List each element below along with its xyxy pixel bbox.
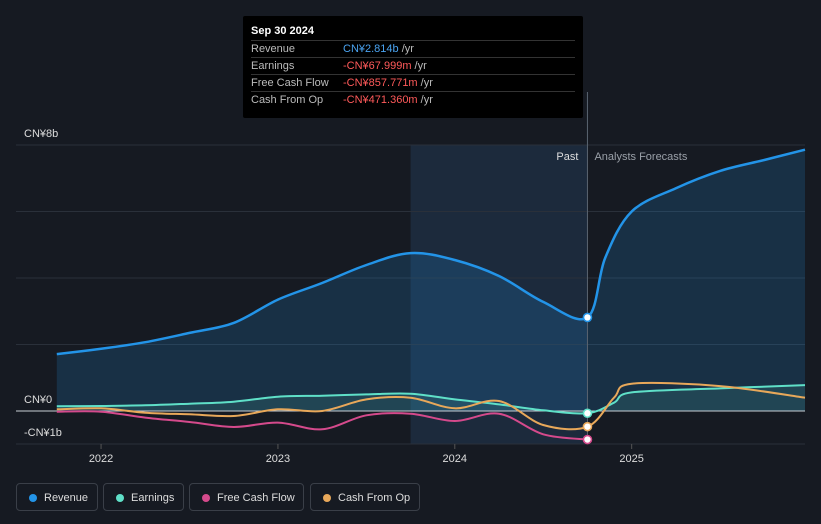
earnings-line — [56, 384, 806, 415]
x-axis-ticks: 2022 2023 2024 2025 — [89, 444, 644, 465]
x-tick-label: 2024 — [443, 453, 467, 465]
tooltip-label: Revenue — [251, 43, 296, 55]
tooltip-date: Sep 30 2024 — [251, 25, 314, 37]
cash-from-op-point — [582, 421, 593, 432]
earnings-point — [582, 408, 593, 419]
legend-item-earnings[interactable]: Earnings — [103, 483, 184, 511]
legend-dot — [323, 494, 331, 502]
x-tick-label: 2025 — [619, 453, 643, 465]
y-label-top: CN¥8b — [24, 128, 58, 140]
legend-label: Cash From Op — [338, 492, 411, 504]
tooltip-unit: /yr — [420, 77, 433, 89]
legend-item-revenue[interactable]: Revenue — [16, 483, 98, 511]
tooltip-row-revenue: Revenue CN¥2.814b /yr — [251, 40, 575, 58]
revenue-point — [582, 312, 593, 323]
free-cash-flow-line — [56, 410, 588, 441]
legend-item-free-cash-flow[interactable]: Free Cash Flow — [189, 483, 304, 511]
tooltip-unit: /yr — [414, 60, 427, 72]
revenue-area — [56, 149, 806, 411]
series-lines — [56, 148, 806, 441]
tooltip-unit: /yr — [420, 94, 433, 106]
tooltip-label: Cash From Op — [251, 94, 324, 106]
legend-label: Revenue — [44, 492, 89, 504]
revenue-line — [56, 148, 806, 356]
tooltip-label: Earnings — [251, 60, 295, 72]
legend-dot — [202, 494, 210, 502]
tooltip-row-cash-from-op: Cash From Op -CN¥471.360m /yr — [251, 91, 575, 109]
forecast-label: Analysts Forecasts — [594, 151, 687, 163]
tooltip-value: -CN¥857.771m — [343, 77, 418, 89]
tooltip-row-earnings: Earnings -CN¥67.999m /yr — [251, 57, 575, 75]
tooltip-unit: /yr — [401, 43, 414, 55]
tooltip: Sep 30 2024 Revenue CN¥2.814b /yr Earnin… — [243, 16, 583, 118]
y-label-bottom: -CN¥1b — [24, 427, 62, 439]
past-highlight-band — [410, 145, 588, 444]
legend-dot — [116, 494, 124, 502]
tooltip-value: -CN¥67.999m — [343, 60, 412, 72]
past-label: Past — [556, 151, 578, 163]
legend-item-cash-from-op[interactable]: Cash From Op — [310, 483, 420, 511]
legend-label: Earnings — [131, 492, 175, 504]
x-tick-label: 2023 — [266, 453, 290, 465]
cash-from-op-line — [56, 381, 806, 431]
tooltip-value: CN¥2.814b — [343, 43, 399, 55]
y-label-zero: CN¥0 — [24, 394, 52, 406]
series-points — [582, 312, 593, 445]
series-areas — [56, 149, 806, 414]
tooltip-value: -CN¥471.360m — [343, 94, 418, 106]
legend-label: Free Cash Flow — [217, 492, 295, 504]
free-cash-flow-point — [582, 434, 593, 445]
tooltip-label: Free Cash Flow — [251, 77, 329, 89]
x-tick-label: 2022 — [89, 453, 113, 465]
earnings-area — [56, 385, 806, 414]
legend-dot — [29, 494, 37, 502]
tooltip-row-free-cash-flow: Free Cash Flow -CN¥857.771m /yr — [251, 74, 575, 92]
